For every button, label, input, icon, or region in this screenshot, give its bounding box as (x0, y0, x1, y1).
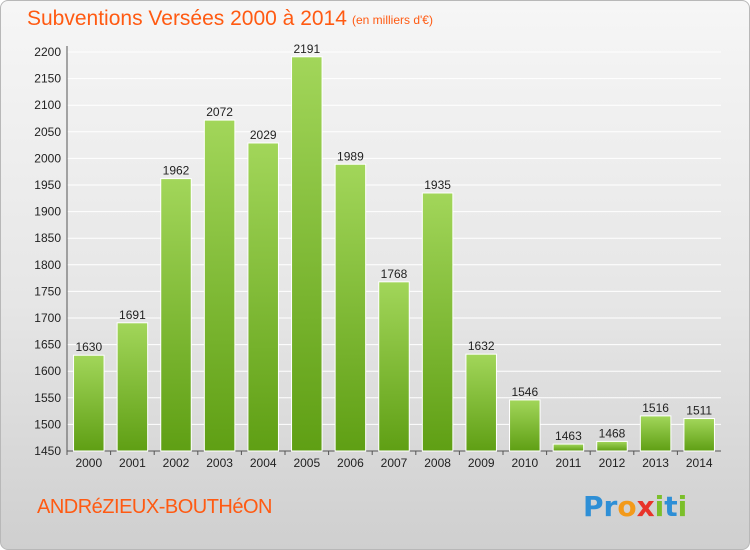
y-axis: 1450 1500 1550 1600 1650 1700 1750 1800 1850 1900… (34, 45, 721, 458)
brand-letter: i (654, 490, 665, 523)
y-tick-label: 1850 (34, 231, 61, 245)
place-name: ANDRéZIEUX-BOUTHéON (37, 496, 272, 518)
value-label-2000: 1630 (75, 340, 102, 354)
value-label-2014: 1511 (686, 404, 712, 418)
y-tick-label: 2000 (34, 151, 61, 165)
brand-letter: x (636, 490, 655, 523)
x-tick-label-2004: 2004 (250, 456, 277, 470)
value-label-2006: 1989 (337, 149, 364, 163)
y-tick-label: 1800 (34, 258, 61, 272)
y-tick-label: 1700 (34, 311, 61, 325)
x-tick-label-2000: 2000 (75, 456, 102, 470)
value-label-2011: 1463 (555, 429, 582, 443)
bar-2001 (116, 322, 149, 452)
x-tick-label-2002: 2002 (163, 456, 190, 470)
value-label-2005: 2191 (293, 42, 320, 56)
value-label-2013: 1516 (642, 401, 669, 415)
brand-letter: o (617, 490, 637, 523)
x-tick-label-2008: 2008 (424, 456, 451, 470)
x-tick-label-2001: 2001 (119, 456, 146, 470)
bar-2011 (552, 443, 585, 452)
y-tick-label: 2200 (34, 45, 61, 59)
value-label-2012: 1468 (599, 426, 626, 440)
bar-2008 (421, 192, 454, 452)
bars (73, 56, 715, 452)
value-label-2002: 1962 (163, 164, 190, 178)
value-label-2007: 1768 (381, 267, 408, 281)
bar-2013 (639, 415, 672, 452)
bar-2000 (73, 354, 105, 452)
value-label-2008: 1935 (424, 178, 451, 192)
y-tick-label: 1550 (34, 391, 61, 405)
brand-letter: r (603, 490, 618, 523)
bar-2009 (465, 353, 497, 452)
bar-2005 (291, 56, 323, 452)
y-tick-label: 2150 (34, 72, 61, 86)
bar-2002 (160, 178, 192, 452)
chart-subtitle: (en milliers d'€) (352, 13, 433, 27)
x-tick-label-2009: 2009 (468, 456, 495, 470)
x-tick-label-2011: 2011 (555, 456, 581, 470)
value-label-2010: 1546 (511, 385, 538, 399)
y-tick-label: 1650 (34, 338, 61, 352)
brand-letter: t (664, 490, 678, 523)
bar-2014 (683, 418, 715, 452)
y-tick-label: 1600 (34, 364, 61, 378)
x-tick-label-2013: 2013 (642, 456, 669, 470)
bar-2006 (334, 163, 367, 452)
y-tick-label: 1500 (34, 417, 61, 431)
y-tick-label: 1900 (34, 205, 61, 219)
y-tick-label: 1450 (34, 444, 61, 458)
bar-2004 (247, 142, 279, 452)
x-tick-label-2006: 2006 (337, 456, 364, 470)
y-tick-label: 1950 (34, 178, 61, 192)
brand-letter: P (583, 490, 604, 523)
bar-2010 (509, 399, 541, 452)
x-axis: 2000 2001 2002 2003 2004 2005 2006 2007 2008 2009… (66, 451, 713, 470)
bar-2003 (203, 119, 236, 452)
proxiti-logo: Proxiti (583, 490, 687, 523)
bar-2012 (596, 440, 628, 452)
value-label-2004: 2029 (250, 128, 277, 142)
value-label-2001: 1691 (119, 308, 146, 322)
brand-letter: i (677, 490, 688, 523)
y-tick-label: 2050 (34, 125, 61, 139)
x-tick-label-2003: 2003 (206, 456, 233, 470)
x-tick-label-2010: 2010 (511, 456, 538, 470)
value-labels: 1630 1691 1962 2072 2029 2191 1989 1768 1935 1632… (75, 42, 712, 443)
x-tick-label-2014: 2014 (686, 456, 713, 470)
value-label-2003: 2072 (206, 105, 233, 119)
x-tick-label-2005: 2005 (293, 456, 320, 470)
value-label-2009: 1632 (468, 339, 495, 353)
x-tick-label-2007: 2007 (381, 456, 408, 470)
y-tick-label: 1750 (34, 284, 61, 298)
x-tick-label-2012: 2012 (599, 456, 626, 470)
y-tick-label: 2100 (34, 98, 61, 112)
bar-2007 (378, 281, 410, 452)
chart-title: Subventions Versées 2000 à 2014 (27, 7, 347, 30)
